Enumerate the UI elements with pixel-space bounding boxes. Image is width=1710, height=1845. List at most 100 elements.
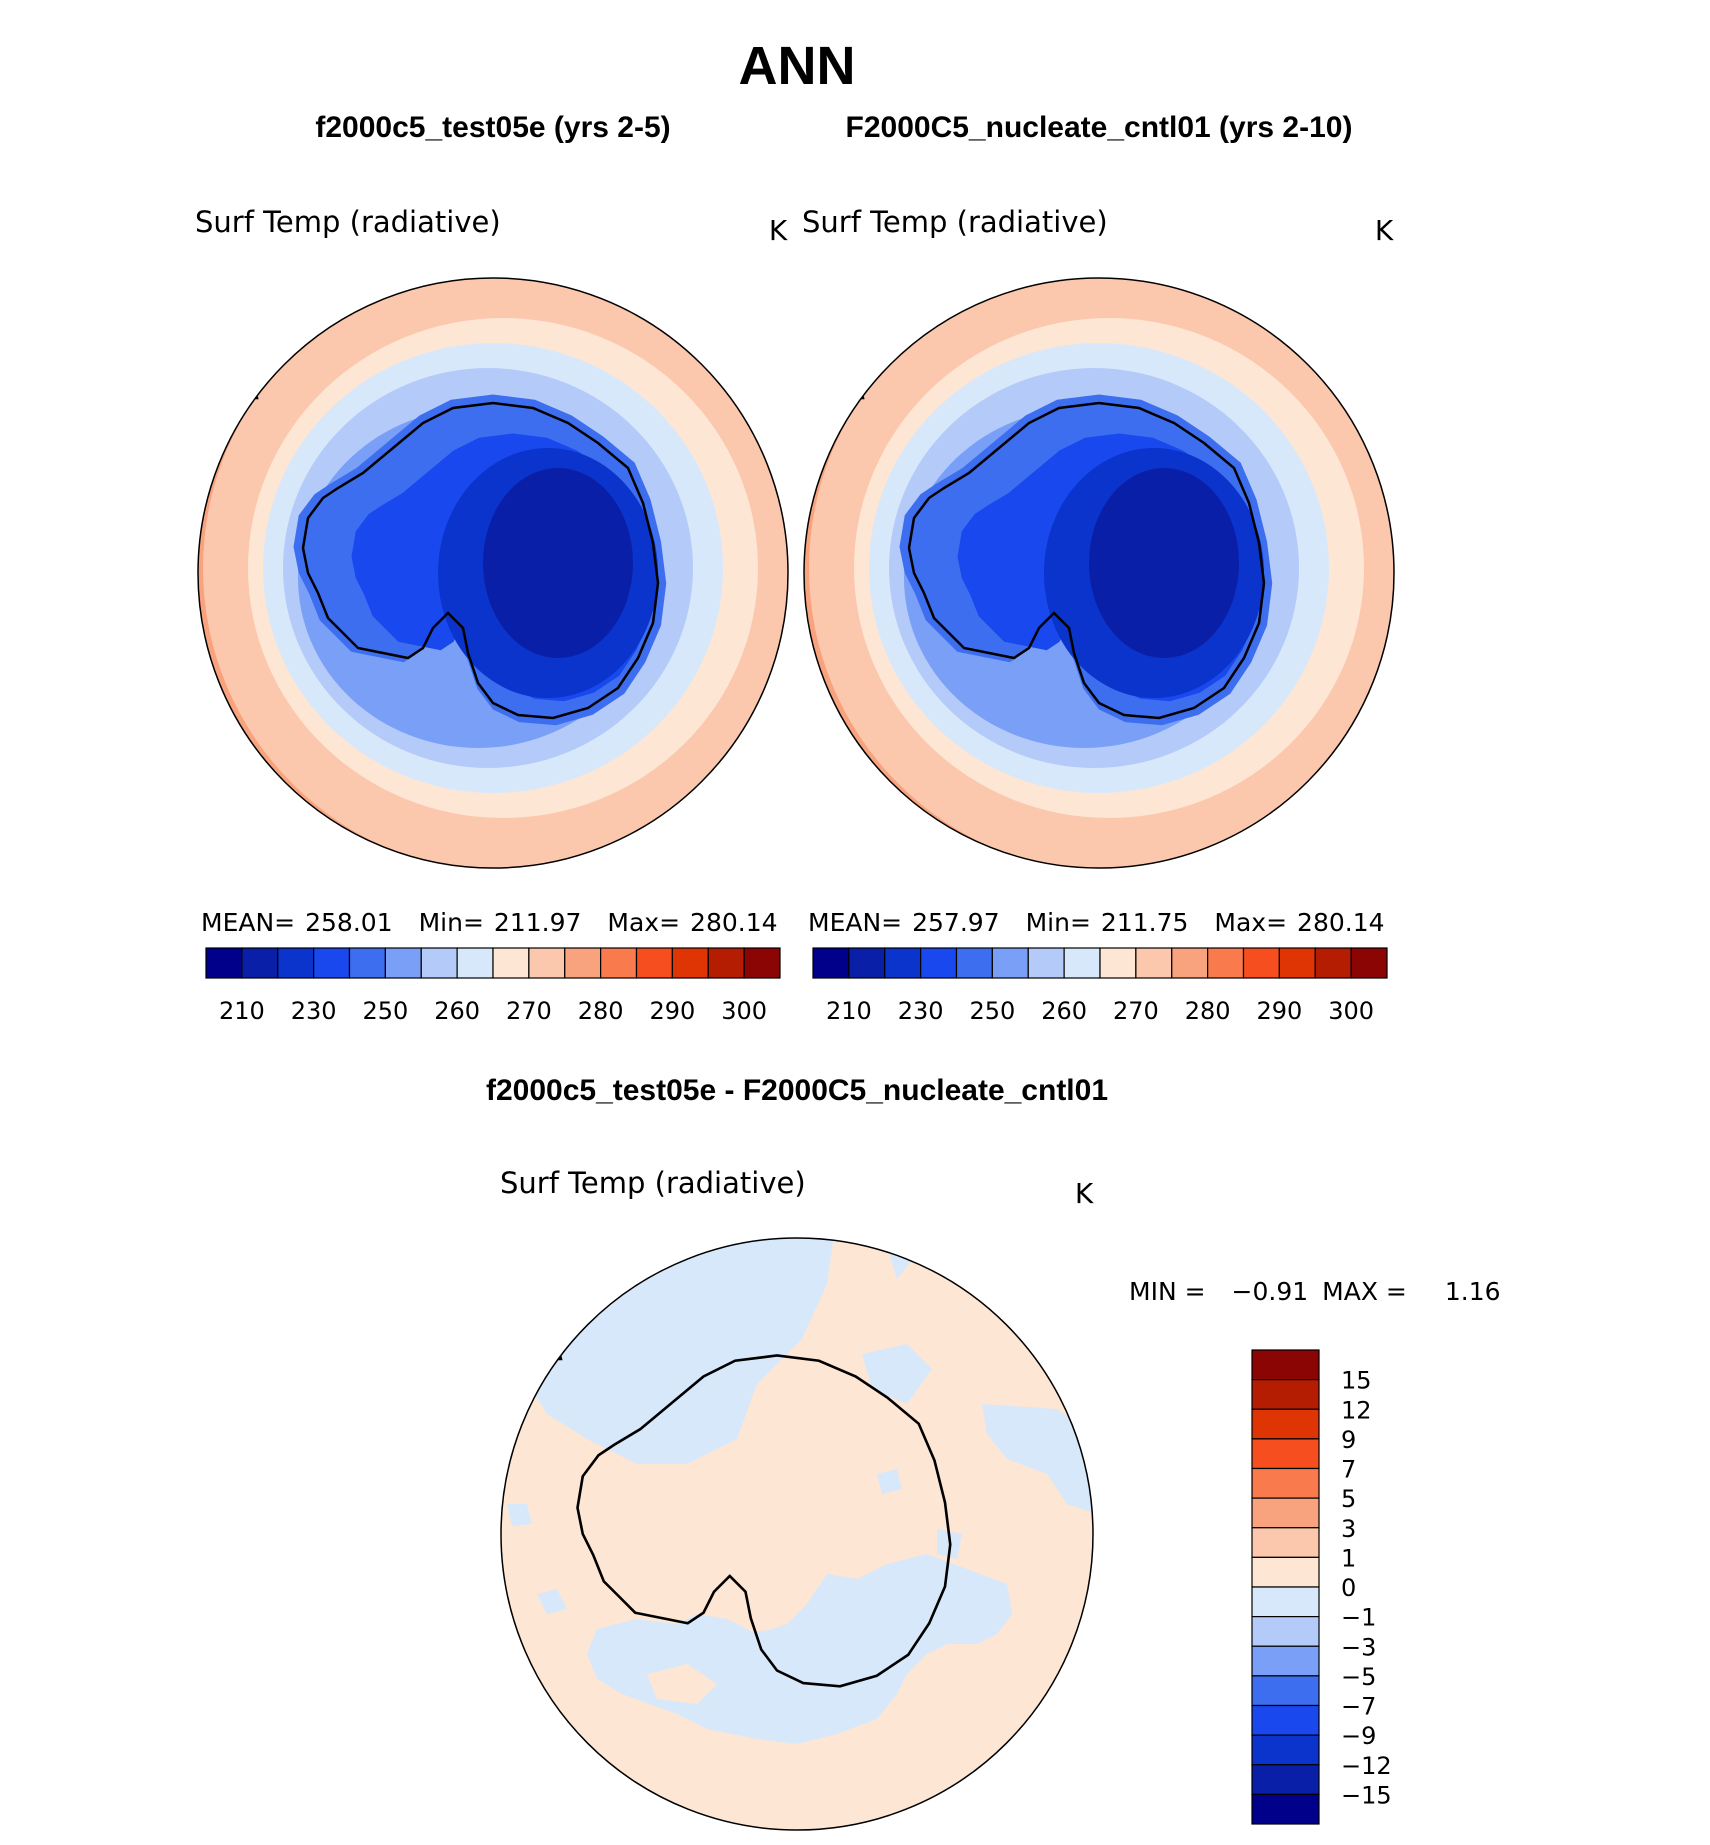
panel-left-stats: MEAN= 258.01 Min= 211.97 Max= 280.14 [201,908,778,937]
panel-right-colorbar-box [1171,947,1209,979]
panel-left-colorbar-box [528,947,566,979]
panel-right-colorbar-box [1278,947,1316,979]
panel-right-colorbar-tick-label: 230 [898,997,944,1025]
panel-diff-colorbar-tick-label: 15 [1341,1367,1372,1395]
panel-right-colorbar-box [920,947,958,979]
panel-diff-colorbar-box [1251,1527,1320,1558]
panel-left-colorbar-box [635,947,673,979]
panel-diff-colorbar-tick-label: 0 [1341,1574,1356,1602]
panel-left-colorbar-box [707,947,745,979]
panel-left-colorbar-box [671,947,709,979]
panel-diff-colorbar-box [1251,1704,1320,1736]
panel-left-colorbar-box [600,947,638,979]
panel-right-colorbar-box [991,947,1029,979]
panel-diff-colorbar-tick-label: −5 [1341,1663,1376,1691]
panel-right-colorbar-box [1314,947,1352,979]
panel-right-stats: MEAN= 257.97 Min= 211.75 Max= 280.14 [808,908,1385,937]
panel-left-colorbar-tick-label: 260 [434,997,480,1025]
panel-diff-colorbar-box [1251,1793,1320,1825]
panel-diff: f2000c5_test05e - F2000C5_nucleate_cntl0… [486,1074,1501,1831]
panel-right-units: K [1375,214,1394,247]
panel-diff-colorbar [1251,1349,1320,1825]
panel-right-colorbar-tick-label: 300 [1328,997,1374,1025]
panel-left: f2000c5_test05e (yrs 2-5) Surf Temp (rad… [195,111,789,1025]
panel-right-colorbar-ticks: 210 230 250 260 270 280 290 300 [826,997,1374,1025]
panel-left-colorbar-box [564,947,602,979]
panel-left-colorbar-box [384,947,422,979]
panel-left-title: f2000c5_test05e (yrs 2-5) [315,111,670,144]
panel-right-colorbar-box [1207,947,1245,979]
panel-diff-map-border [500,1237,1094,1831]
panel-diff-colorbar-tick-label: −15 [1341,1781,1392,1809]
panel-diff-colorbar-tick-label: 7 [1341,1456,1356,1484]
panel-right-colorbar-tick-label: 290 [1256,997,1302,1025]
panel-right-map-border [803,277,1395,869]
panel-right-colorbar-box [884,947,922,979]
panel-diff-map [501,1238,1093,1830]
panel-diff-colorbar-box [1251,1734,1320,1766]
panel-diff-colorbar-box [1251,1438,1320,1470]
panel-left-variable: Surf Temp (radiative) [195,205,501,239]
panel-right-colorbar-box [1063,947,1101,979]
panel-left-colorbar-box [205,947,243,979]
panel-right-colorbar-box [1242,947,1280,979]
panel-right-colorbar-tick-label: 270 [1113,997,1159,1025]
panel-right-colorbar-box [1350,947,1388,979]
panel-left-colorbar-tick-label: 270 [506,997,552,1025]
panel-right-colorbar-box [812,947,850,979]
panel-diff-colorbar-box [1251,1349,1320,1381]
panel-left-map-border [197,277,789,869]
panel-left-colorbar-box [743,947,781,979]
panel-left-colorbar-box [313,947,351,979]
panel-right: F2000C5_nucleate_cntl01 (yrs 2-10) Surf … [802,111,1395,1025]
panel-right-colorbar-tick-label: 280 [1185,997,1231,1025]
panel-diff-colorbar-tick-label: 5 [1341,1485,1356,1513]
panel-diff-colorbar-box [1251,1616,1320,1647]
panel-diff-colorbar-box [1251,1764,1320,1795]
panel-diff-colorbar-tick-label: −7 [1341,1693,1376,1721]
panel-right-colorbar [812,947,1388,979]
panel-left-colorbar-box [456,947,494,979]
panel-diff-colorbar-tick-label: 3 [1341,1515,1356,1543]
panel-left-colorbar-tick-label: 230 [291,997,337,1025]
panel-right-colorbar-tick-label: 210 [826,997,872,1025]
panel-diff-colorbar-box [1251,1497,1320,1529]
panel-right-colorbar-box [848,947,886,979]
panel-diff-colorbar-box [1251,1408,1320,1440]
panel-diff-minmax: MIN = −0.91 MAX = 1.16 [1129,1277,1501,1306]
panel-left-colorbar [205,947,781,979]
panel-right-colorbar-box [1099,947,1137,979]
panel-right-colorbar-box [955,947,993,979]
panel-left-colorbar-ticks: 210 230 250 260 270 280 290 300 [219,997,767,1025]
panel-diff-colorbar-tick-label: −9 [1341,1722,1376,1750]
panel-diff-colorbar-tick-label: 12 [1341,1396,1372,1424]
panel-diff-colorbar-tick-label: −1 [1341,1604,1376,1632]
panel-left-colorbar-tick-label: 280 [578,997,624,1025]
panel-left-colorbar-tick-label: 250 [362,997,408,1025]
panel-left-colorbar-tick-label: 290 [649,997,695,1025]
panel-left-colorbar-box [492,947,530,979]
panel-left-colorbar-tick-label: 210 [219,997,265,1025]
panel-diff-colorbar-box [1251,1675,1320,1707]
panel-left-colorbar-box [277,947,315,979]
panel-left-units: K [769,214,788,247]
panel-diff-units: K [1075,1177,1094,1210]
panel-left-colorbar-box [420,947,458,979]
panel-left-colorbar-tick-label: 300 [721,997,767,1025]
panel-right-colorbar-box [1135,947,1173,979]
panel-left-colorbar-box [348,947,386,979]
panel-diff-colorbar-box [1251,1586,1320,1618]
panel-diff-colorbar-tick-label: −12 [1341,1752,1392,1780]
panel-diff-title: f2000c5_test05e - F2000C5_nucleate_cntl0… [486,1074,1108,1107]
panel-right-colorbar-tick-label: 250 [969,997,1015,1025]
panel-diff-colorbar-box [1251,1467,1320,1499]
panel-diff-colorbar-tick-label: 9 [1341,1426,1356,1454]
panel-diff-colorbar-box [1251,1556,1320,1588]
panel-diff-colorbar-box [1251,1645,1320,1677]
panel-right-title: F2000C5_nucleate_cntl01 (yrs 2-10) [846,111,1353,144]
panel-diff-variable: Surf Temp (radiative) [500,1166,806,1200]
panel-right-colorbar-box [1027,947,1065,979]
panel-right-map [804,278,1394,868]
